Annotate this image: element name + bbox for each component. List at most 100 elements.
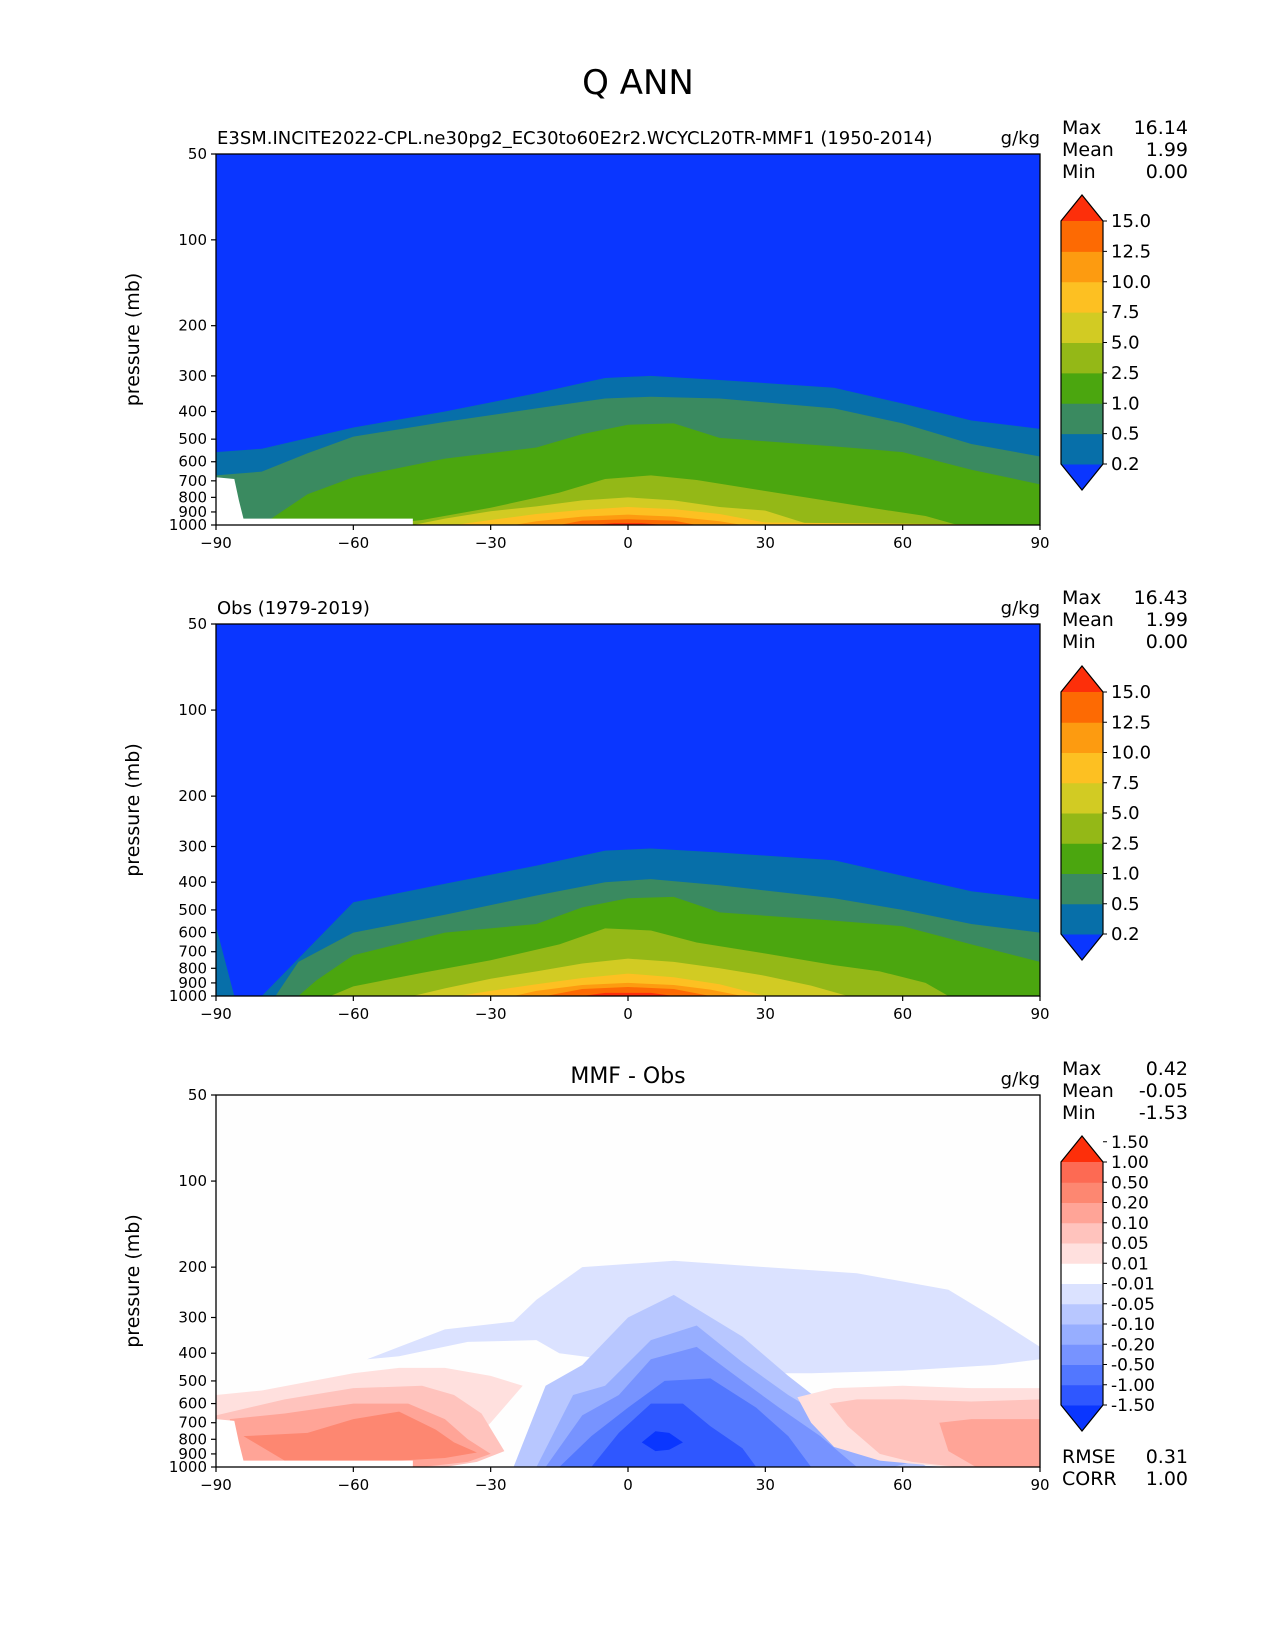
- colorbar: 0.2 0.5 1.0 2.5 5.0 7.5 10.0 12.5 15.0: [1060, 194, 1151, 491]
- stat-value-min: -1.53: [1139, 1102, 1188, 1124]
- panel-3: MMF - Obs g/kg501002003004005006007008009…: [122, 1058, 1188, 1494]
- rmse-label: RMSE: [1062, 1446, 1116, 1468]
- y-tick-label-100: 100: [178, 231, 207, 249]
- x-tick-label-60: 60: [893, 534, 912, 552]
- colorbar-label-8: 0.05: [1111, 1234, 1149, 1254]
- contour-fill-15.0: [216, 523, 1040, 525]
- colorbar-segment-2: [1061, 873, 1103, 905]
- x-tick-label-0: 0: [623, 1476, 633, 1494]
- colorbar-segment-9: [1061, 1222, 1103, 1244]
- stat-value-min: 0.00: [1146, 631, 1188, 653]
- y-tick-label-300: 300: [178, 1308, 207, 1326]
- colorbar-extend-max: [1061, 1136, 1103, 1162]
- stat-value-mean: 1.99: [1146, 609, 1188, 631]
- colorbar-label-3: 2.5: [1111, 833, 1140, 854]
- colorbar-segment-6: [1061, 752, 1103, 784]
- colorbar-label-6: 10.0: [1111, 743, 1151, 764]
- units-label: g/kg: [1001, 598, 1040, 619]
- colorbar-segment-4: [1061, 813, 1103, 844]
- x-tick-label-60: 60: [893, 1476, 912, 1494]
- colorbar-segment-1: [1061, 433, 1103, 465]
- plot-area: [216, 1095, 1040, 1467]
- x-tick-label--60: −60: [338, 1476, 370, 1494]
- stat-label-min: Min: [1062, 631, 1096, 653]
- colorbar-label-7: 12.5: [1111, 241, 1151, 262]
- stat-label-min: Min: [1062, 1102, 1096, 1124]
- colorbar-segment-5: [1061, 782, 1103, 814]
- colorbar-label-4: 5.0: [1111, 333, 1140, 354]
- contour-fill-12.5: [216, 986, 1040, 996]
- colorbar-label-13: 1.50: [1111, 1133, 1149, 1153]
- x-tick-label-30: 30: [756, 1005, 775, 1023]
- colorbar-label-8: 15.0: [1111, 682, 1151, 703]
- colorbar-label-1: 0.5: [1111, 894, 1140, 915]
- contour-fill-15.0: [216, 992, 1040, 996]
- y-tick-label-1000: 1000: [169, 516, 207, 534]
- colorbar-label-4: -0.10: [1111, 1315, 1155, 1335]
- colorbar: 0.2 0.5 1.0 2.5 5.0 7.5 10.0 12.5 15.0: [1060, 665, 1151, 961]
- y-tick-label-1000: 1000: [169, 1458, 207, 1476]
- y-tick-label-400: 400: [178, 873, 207, 891]
- colorbar-label-5: 7.5: [1111, 773, 1140, 794]
- y-tick-label-700: 700: [178, 943, 207, 961]
- colorbar: -1.50-1.00-0.50-0.20-0.10-0.05-0.010.010…: [1060, 1133, 1155, 1432]
- colorbar-label-1: -1.00: [1111, 1376, 1155, 1396]
- y-tick-label-50: 50: [188, 1086, 207, 1104]
- y-tick-label-200: 200: [178, 1258, 207, 1276]
- y-tick-label-300: 300: [178, 367, 207, 385]
- y-tick-label-400: 400: [178, 403, 207, 421]
- diff-region-6: [591, 1403, 757, 1467]
- x-tick-label-0: 0: [623, 1005, 633, 1023]
- colorbar-segment-5: [1061, 1303, 1103, 1325]
- stat-label-max: Max: [1062, 1058, 1101, 1080]
- colorbar-extend-min: [1061, 934, 1103, 960]
- stat-value-mean: -0.05: [1139, 1080, 1188, 1102]
- colorbar-segment-4: [1061, 342, 1103, 374]
- x-tick-label-90: 90: [1030, 534, 1049, 552]
- panel-title: MMF - Obs: [570, 1064, 685, 1089]
- y-tick-label-600: 600: [178, 1395, 207, 1413]
- x-tick-label-0: 0: [623, 534, 633, 552]
- stat-label-max: Max: [1062, 117, 1101, 139]
- stat-label-mean: Mean: [1062, 1080, 1114, 1102]
- y-tick-label-50: 50: [188, 145, 207, 163]
- x-tick-label-90: 90: [1030, 1005, 1049, 1023]
- figure-title: Q ANN: [582, 63, 694, 103]
- colorbar-extend-max: [1061, 195, 1103, 221]
- x-tick-label--60: −60: [338, 534, 370, 552]
- y-tick-label-400: 400: [178, 1344, 207, 1362]
- x-tick-label-30: 30: [756, 1476, 775, 1494]
- colorbar-label-8: 15.0: [1111, 211, 1151, 232]
- y-tick-label-1000: 1000: [169, 987, 207, 1005]
- colorbar-label-7: 0.01: [1111, 1254, 1149, 1274]
- panel-2: Obs (1979-2019) g/kg501002003004005006007…: [122, 587, 1188, 1023]
- colorbar-label-0: -1.50: [1111, 1396, 1155, 1416]
- colorbar-segment-1: [1061, 1384, 1103, 1406]
- colorbar-segment-6: [1061, 281, 1103, 313]
- y-tick-label-500: 500: [178, 1372, 207, 1390]
- units-label: g/kg: [1001, 128, 1040, 149]
- colorbar-label-5: 7.5: [1111, 302, 1140, 323]
- stat-label-mean: Mean: [1062, 139, 1114, 161]
- x-tick-label--90: −90: [200, 1005, 232, 1023]
- colorbar-extend-max: [1061, 666, 1103, 692]
- y-tick-label-50: 50: [188, 615, 207, 633]
- y-tick-label-200: 200: [178, 787, 207, 805]
- units-label: g/kg: [1001, 1069, 1040, 1090]
- y-axis-label: pressure (mb): [122, 1214, 144, 1348]
- colorbar-label-5: -0.05: [1111, 1295, 1155, 1315]
- corr-value: 1.00: [1146, 1468, 1188, 1490]
- colorbar-segment-12: [1061, 1162, 1103, 1183]
- colorbar-label-2: 1.0: [1111, 393, 1140, 414]
- x-tick-label--90: −90: [200, 1476, 232, 1494]
- colorbar-label-0: 0.2: [1111, 924, 1140, 945]
- colorbar-segment-2: [1061, 403, 1103, 435]
- y-tick-label-800: 800: [178, 488, 207, 506]
- colorbar-segment-6: [1061, 1283, 1103, 1305]
- x-tick-label-90: 90: [1030, 1476, 1049, 1494]
- colorbar-segment-10: [1061, 1202, 1103, 1224]
- colorbar-segment-3: [1061, 843, 1103, 874]
- y-tick-label-700: 700: [178, 472, 207, 490]
- stat-label-min: Min: [1062, 161, 1096, 183]
